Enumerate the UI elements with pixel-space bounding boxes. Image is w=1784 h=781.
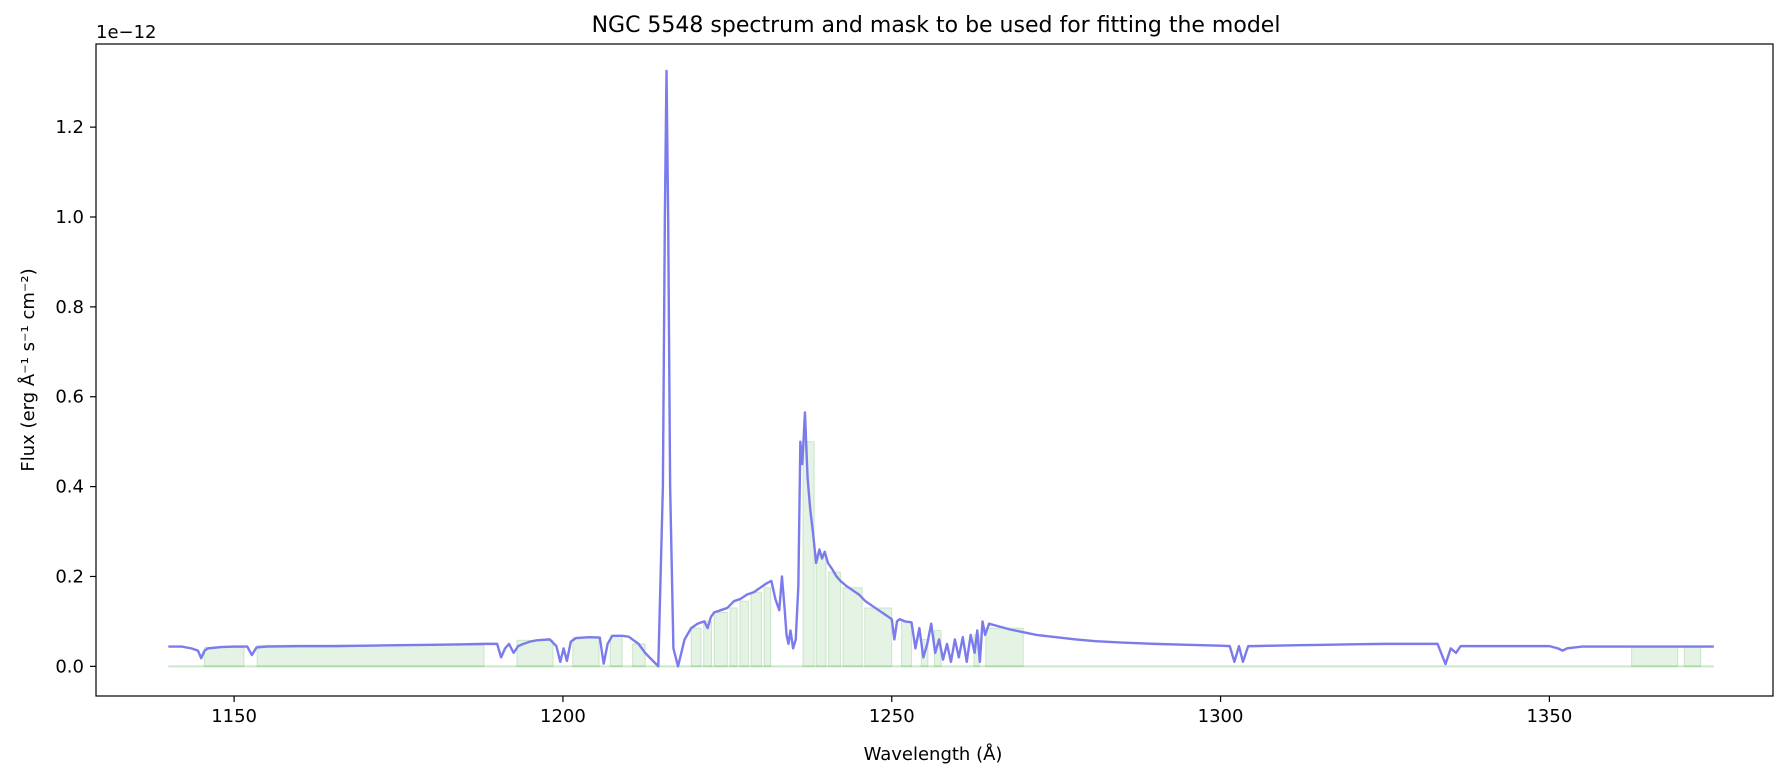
y-axis-label: Flux (erg Å⁻¹ s⁻¹ cm⁻²) <box>17 268 39 471</box>
mask-region-9 <box>729 607 738 667</box>
mask-region-14 <box>815 553 827 667</box>
mask-region-16 <box>842 587 863 667</box>
mask-region-10 <box>739 600 749 667</box>
plot-frame <box>95 43 1774 697</box>
mask-region-4 <box>609 635 623 667</box>
mask-region-8 <box>713 611 728 667</box>
mask-region-24 <box>1683 646 1702 667</box>
y-tick-label-4: 0.8 <box>55 297 84 318</box>
mask-region-23 <box>1631 646 1679 667</box>
y-tick-label-5: 1.0 <box>55 207 84 228</box>
mask-region-17 <box>864 607 893 667</box>
mask-region-11 <box>750 591 763 667</box>
chart-title: NGC 5548 spectrum and mask to be used fo… <box>592 13 1281 38</box>
mask-region-22 <box>985 627 1024 667</box>
mask-region-7 <box>703 620 713 667</box>
mask-region-15 <box>828 571 841 667</box>
mask-region-18 <box>901 620 912 667</box>
axes-layer: 1150 1200 1250 1300 1350 0.0 0.2 0.4 0.6 0.8 1.0 1.… <box>55 43 1774 727</box>
series-layer <box>168 69 1714 668</box>
mask-region-6 <box>690 627 702 667</box>
mask-layer <box>168 441 1714 668</box>
x-tick-label-0: 1150 <box>211 706 257 727</box>
y-tick-label-1: 0.2 <box>55 566 84 587</box>
y-tick-label-0: 0.0 <box>55 656 84 677</box>
mask-region-5 <box>632 643 646 667</box>
mask-region-12 <box>763 587 772 667</box>
y-tick-label-2: 0.4 <box>55 477 84 498</box>
x-tick-label-3: 1300 <box>1198 706 1244 727</box>
x-tick-label-1: 1200 <box>540 706 586 727</box>
x-axis-label: Wavelength (Å) <box>864 743 1003 765</box>
mask-region-1 <box>256 644 485 667</box>
x-tick-label-4: 1350 <box>1526 706 1572 727</box>
y-tick-label-3: 0.6 <box>55 387 84 408</box>
y-offset-label: 1e−12 <box>96 22 157 43</box>
spectrum-line-0 <box>168 69 1714 668</box>
mask-region-3 <box>572 637 600 667</box>
y-tick-label-6: 1.2 <box>55 117 84 138</box>
mask-region-0 <box>204 646 245 667</box>
x-tick-label-2: 1250 <box>869 706 915 727</box>
